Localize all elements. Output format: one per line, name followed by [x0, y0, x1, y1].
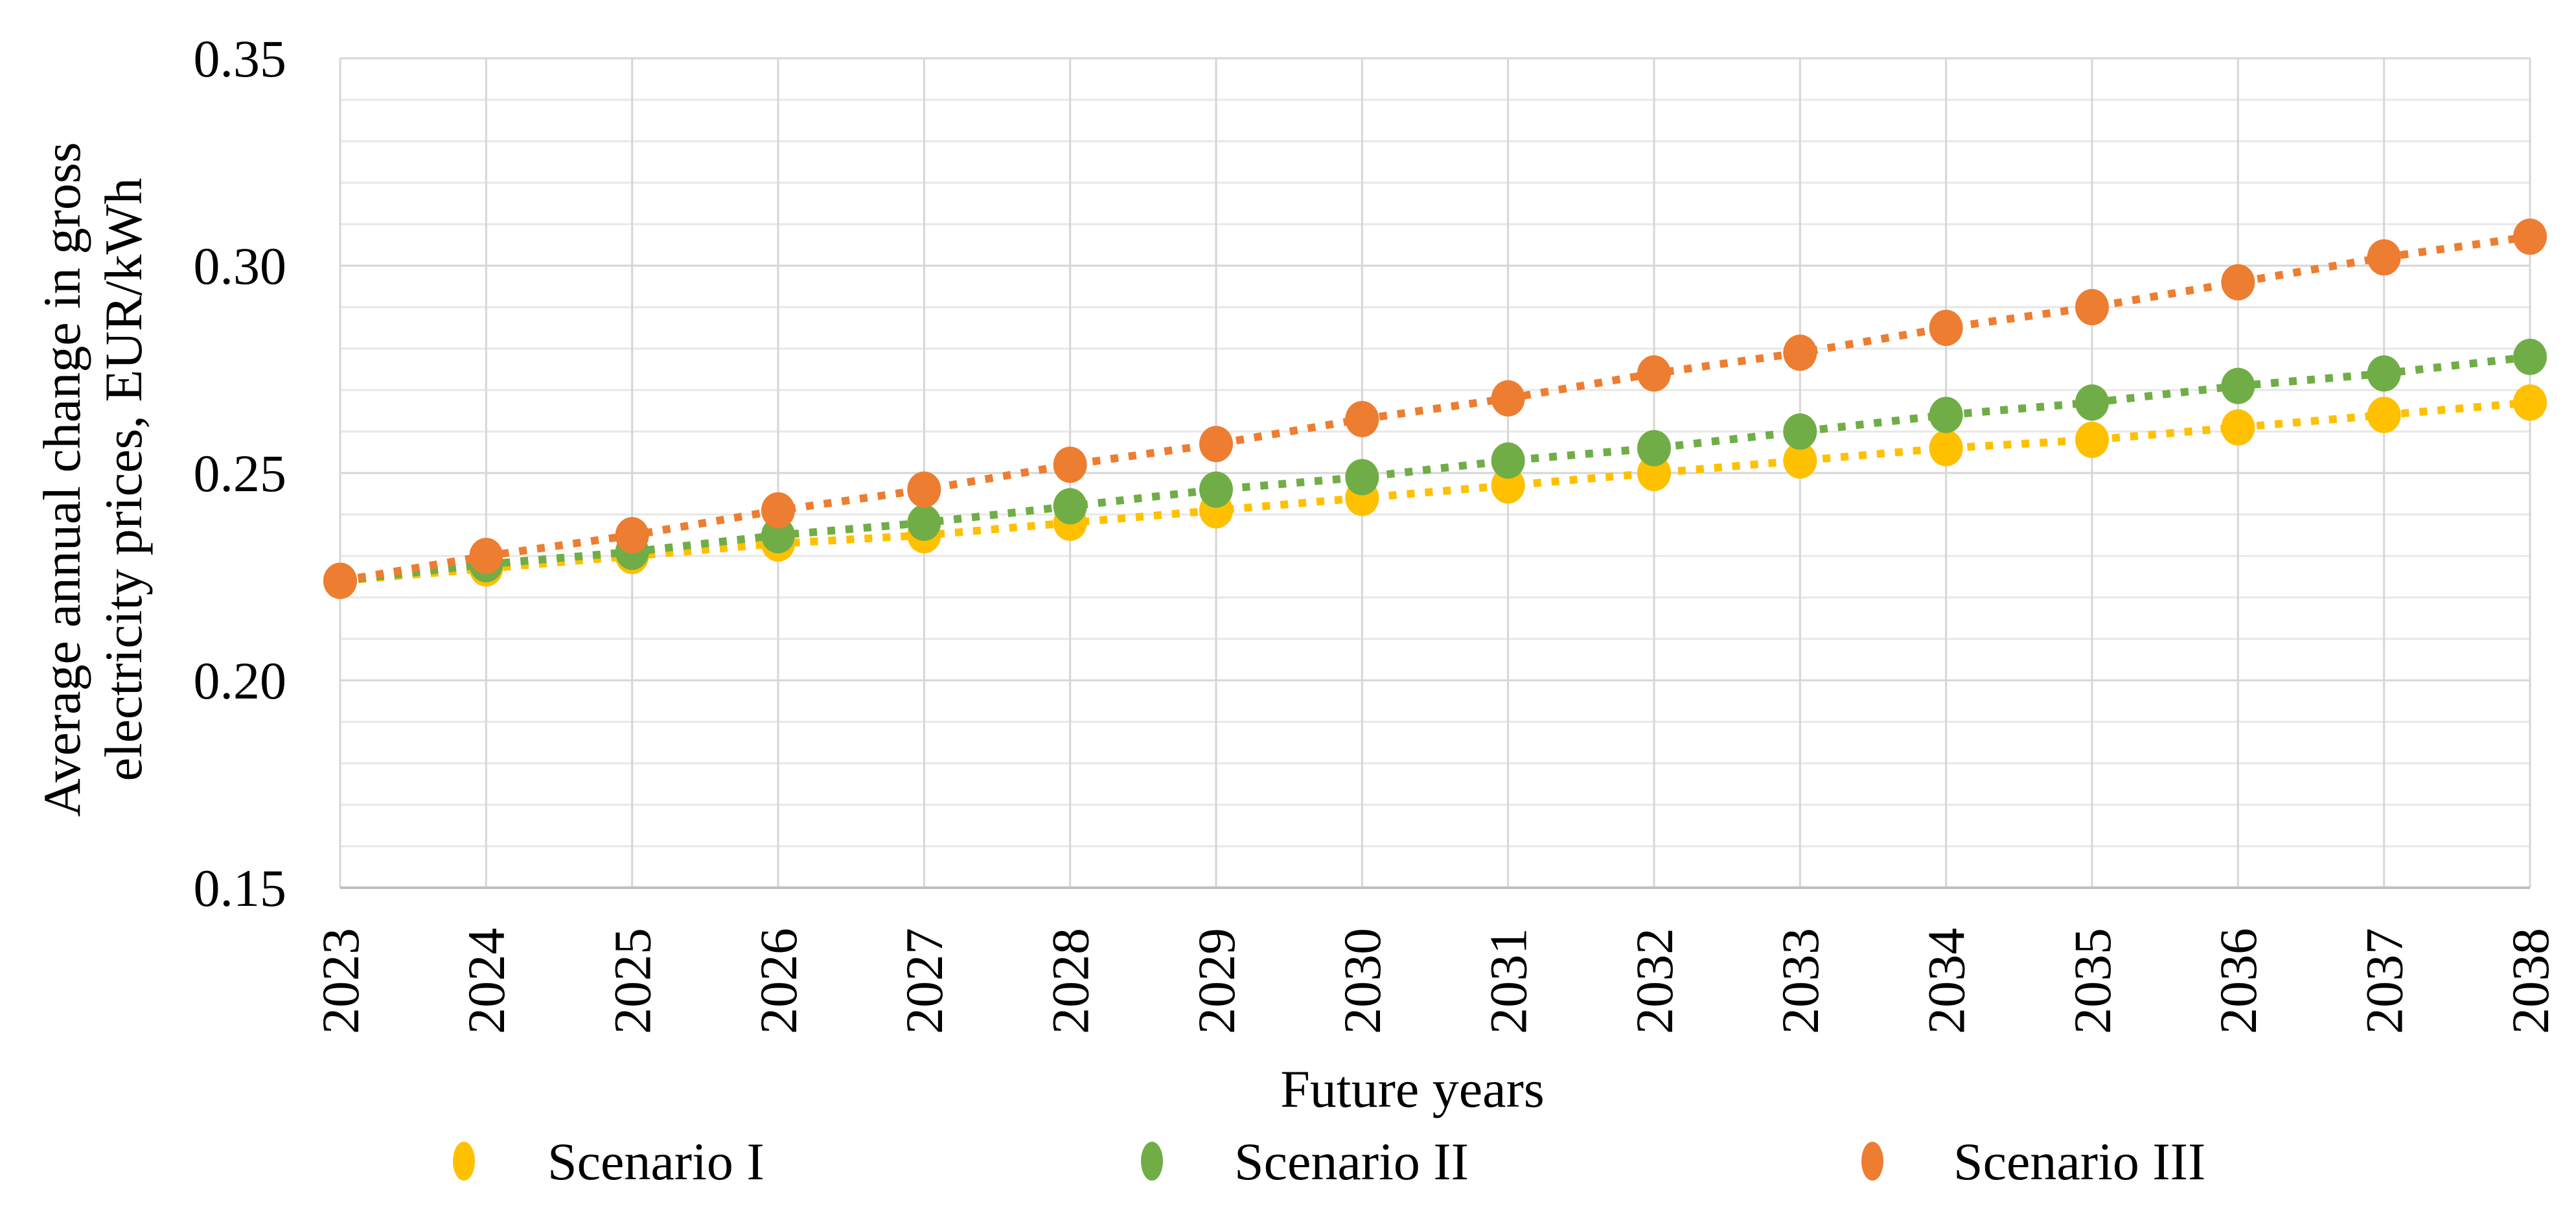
- y-axis-title-line: Average annual change in gross: [32, 142, 91, 816]
- x-tick-label: 2036: [2209, 928, 2268, 1034]
- data-point: [2075, 421, 2109, 458]
- y-tick-label: 0.25: [194, 444, 287, 503]
- dotted-line: [339, 352, 2531, 585]
- data-point: [761, 517, 795, 553]
- x-tick-label: 2037: [2355, 928, 2414, 1034]
- data-point: [1053, 446, 1087, 483]
- data-point: [907, 504, 941, 541]
- x-axis-title: Future years: [1280, 1059, 1545, 1118]
- dotted-line: [339, 233, 2531, 585]
- legend-label: Scenario II: [1234, 1132, 1469, 1191]
- x-tick-label: 2024: [457, 928, 516, 1034]
- series-scenario-iii: [323, 218, 2547, 599]
- data-point: [2367, 355, 2401, 392]
- y-tick-label: 0.15: [194, 859, 287, 918]
- data-point: [1053, 488, 1087, 525]
- legend-item-scenario-i: Scenario I: [453, 1132, 765, 1191]
- x-tick-label: 2033: [1771, 928, 1830, 1034]
- data-point: [1199, 471, 1233, 508]
- data-point: [1491, 467, 1525, 504]
- data-point: [1637, 430, 1671, 467]
- data-point: [2221, 409, 2255, 446]
- y-tick-label: 0.20: [194, 651, 287, 710]
- data-point: [2513, 338, 2547, 375]
- series-scenario-i: [323, 384, 2547, 599]
- data-point: [2513, 218, 2547, 255]
- x-tick-label: 2023: [311, 928, 370, 1034]
- data-point: [2075, 384, 2109, 421]
- data-series: [323, 218, 2547, 599]
- data-point: [2513, 384, 2547, 421]
- legend: Scenario I Scenario II Scenario III: [453, 1132, 2205, 1191]
- data-point: [2367, 239, 2401, 276]
- data-point: [1199, 426, 1233, 463]
- data-point: [761, 492, 795, 529]
- data-point: [1783, 334, 1817, 371]
- data-point: [1929, 397, 1963, 433]
- data-point: [2367, 397, 2401, 433]
- x-tick-label: 2034: [1917, 928, 1976, 1034]
- legend-label: Scenario I: [547, 1132, 765, 1191]
- dotted-line: [339, 399, 2531, 585]
- data-point: [1929, 310, 1963, 346]
- data-point: [1345, 400, 1379, 437]
- axis-titles: Future years Average annual change in gro…: [32, 142, 1545, 1118]
- x-tick-label: 2030: [1333, 928, 1392, 1034]
- x-tick-label: 2025: [603, 928, 662, 1034]
- legend-marker: [1861, 1142, 1883, 1181]
- data-point: [1929, 430, 1963, 467]
- x-tick-label: 2027: [895, 928, 954, 1034]
- data-point: [469, 538, 503, 574]
- y-tick-label: 0.35: [194, 29, 287, 88]
- data-point: [2221, 264, 2255, 301]
- data-point: [1491, 380, 1525, 417]
- x-tick-label: 2035: [2063, 928, 2122, 1034]
- legend-label: Scenario III: [1953, 1132, 2205, 1191]
- data-point: [615, 517, 649, 553]
- y-axis-title-line: electricity prices, EUR/kWh: [94, 178, 153, 781]
- data-point: [2075, 289, 2109, 325]
- series-scenario-ii: [323, 338, 2547, 599]
- x-tick-label: 2038: [2501, 928, 2560, 1034]
- x-tick-label: 2029: [1187, 928, 1246, 1034]
- x-tick-label: 2031: [1479, 928, 1538, 1034]
- axis-labels: 0.15 0.20 0.25 0.30 0.35 2023 2024 2025 2026 2027…: [194, 29, 2560, 1034]
- data-point: [1637, 355, 1671, 392]
- data-point: [1783, 442, 1817, 479]
- legend-marker: [453, 1142, 475, 1181]
- x-tick-label: 2032: [1625, 928, 1684, 1034]
- x-tick-label: 2028: [1041, 928, 1100, 1034]
- data-point: [1783, 413, 1817, 450]
- data-point: [1345, 459, 1379, 496]
- data-point: [907, 471, 941, 508]
- data-point: [323, 562, 357, 599]
- x-tick-label: 2026: [749, 928, 808, 1034]
- legend-marker: [1141, 1142, 1163, 1181]
- y-tick-label: 0.30: [194, 237, 287, 295]
- legend-item-scenario-iii: Scenario III: [1861, 1132, 2205, 1191]
- data-point: [1637, 455, 1671, 491]
- data-point: [2221, 367, 2255, 404]
- gridlines: [339, 57, 2531, 889]
- legend-item-scenario-ii: Scenario II: [1141, 1132, 1469, 1191]
- data-point: [1491, 442, 1525, 479]
